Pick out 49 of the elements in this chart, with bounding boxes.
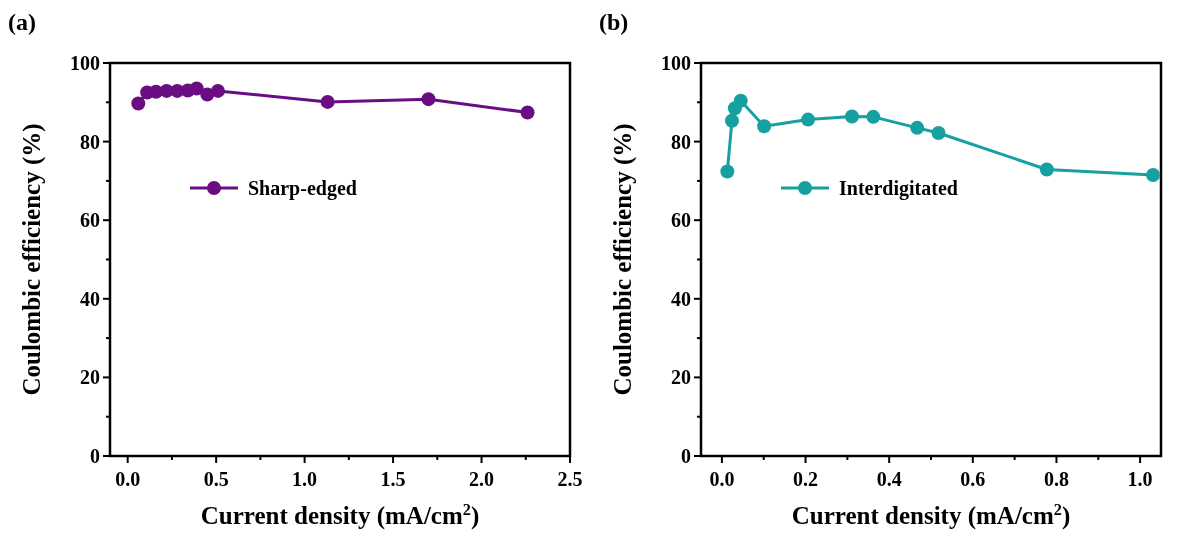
point xyxy=(757,119,772,134)
x-tick-label: 2.0 xyxy=(469,468,495,490)
y-tick-label: 80 xyxy=(80,130,100,153)
y-tick-label: 60 xyxy=(671,209,691,232)
x-axis-title: Current density (mA/cm$^{2}$) xyxy=(200,501,480,530)
point xyxy=(1146,168,1161,183)
y-axis-title: Coulombic efficiency (%) xyxy=(18,123,46,396)
y-tick-label: 100 xyxy=(70,52,100,74)
y-tick-label: 80 xyxy=(671,130,691,153)
legend-label: Sharp-edged xyxy=(248,177,357,200)
y-tick-label: 40 xyxy=(671,287,691,310)
y-tick-label: 0 xyxy=(90,445,100,467)
x-tick-label: 1.0 xyxy=(1127,468,1153,490)
x-tick-label: 2.5 xyxy=(557,468,583,490)
x-tick-label: 0.0 xyxy=(709,468,735,490)
point xyxy=(520,105,535,120)
x-axis-title: Current density (mA/cm$^{2}$) xyxy=(791,501,1071,530)
x-tick-label: 1.0 xyxy=(292,468,318,490)
y-tick-label: 40 xyxy=(80,287,100,310)
point xyxy=(1039,162,1054,177)
y-tick-label: 20 xyxy=(80,366,100,389)
y-axis-title: Coulombic efficiency (%) xyxy=(609,123,637,396)
point xyxy=(210,83,225,98)
x-tick-label: 0.2 xyxy=(793,468,819,490)
x-tick-label: 1.5 xyxy=(380,468,406,490)
point xyxy=(720,164,735,179)
x-tick-label: 0.4 xyxy=(876,468,902,490)
y-tick-label: 0 xyxy=(681,445,691,467)
point xyxy=(844,109,859,124)
point xyxy=(320,94,335,109)
point xyxy=(910,120,925,135)
point xyxy=(189,81,204,96)
y-tick-label: 60 xyxy=(80,209,100,232)
y-tick-label: 100 xyxy=(661,52,691,74)
point xyxy=(801,112,816,127)
chart-title: (a) xyxy=(8,9,36,35)
chart-title: (b) xyxy=(599,9,629,35)
x-tick-label: 0.8 xyxy=(1043,468,1069,490)
y-tick-label: 20 xyxy=(671,366,691,389)
point xyxy=(931,125,946,140)
point xyxy=(421,92,436,107)
legend-label: Interdigitated xyxy=(839,177,958,200)
point xyxy=(733,93,748,108)
x-tick-label: 0.0 xyxy=(115,468,141,490)
point xyxy=(131,96,146,111)
x-tick-label: 0.6 xyxy=(960,468,986,490)
point xyxy=(866,109,881,124)
point xyxy=(724,113,739,128)
x-tick-label: 0.5 xyxy=(203,468,229,490)
